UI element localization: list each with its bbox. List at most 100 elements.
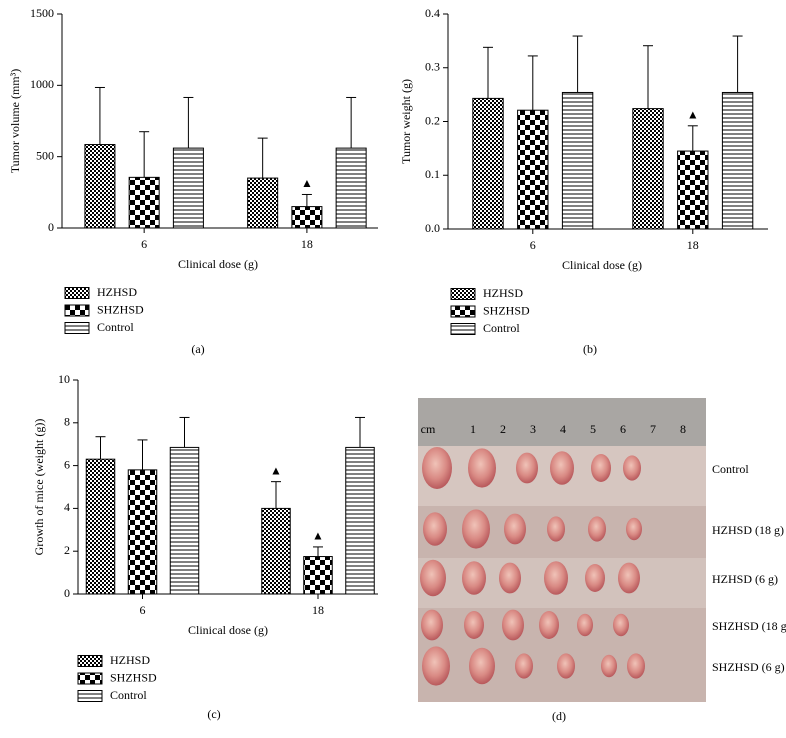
legend-label: SHZHSD [110,670,157,684]
legend-swatch [64,304,90,317]
y-tick-label: 0.2 [425,113,440,127]
bar [632,108,664,230]
tumor [539,611,559,639]
tumor [585,564,605,592]
y-tick-label: 8 [64,415,70,429]
row-label: Control [712,462,749,476]
x-axis-label: Clinical dose (g) [188,623,268,637]
row-label: HZHSD (18 g) [712,523,784,537]
tumor [420,559,446,597]
legend-swatch [77,672,103,685]
tumor [421,609,443,641]
y-axis-label: Tumor weight (g) [399,79,413,164]
y-axis-label: Tumor volume (mm³) [8,69,22,174]
legend-label: Control [97,320,134,334]
tumor [588,516,606,542]
ruler-label: cm [421,422,436,436]
bar [335,147,367,229]
legend-label: HZHSD [97,285,137,299]
ruler-label: 4 [560,422,566,436]
legend-label: Control [110,688,147,702]
tumor [516,452,538,484]
bar [291,206,323,229]
ruler-label: 5 [590,422,596,436]
x-axis-label: Clinical dose (g) [178,257,258,271]
legend-label: SHZHSD [483,303,530,317]
legend-label: HZHSD [110,653,150,667]
row-label: HZHSD (6 g) [712,572,778,586]
legend-swatch [450,288,476,300]
panel-label: (d) [552,709,566,723]
tumors [420,447,645,686]
y-tick-label: 6 [64,457,70,471]
tumor [502,609,524,641]
y-tick-label: 2 [64,543,70,557]
bar [303,556,333,595]
significance-marker: ▲ [301,176,313,190]
y-tick-label: 1000 [30,77,54,91]
panel-label: (a) [191,342,204,356]
tumor [626,517,642,541]
y-tick-label: 0.4 [425,6,440,20]
ruler-label: 7 [650,422,656,436]
tumor [601,654,617,678]
tumor [504,513,526,545]
ruler-label: 1 [470,422,476,436]
tumor [462,561,486,595]
bar [345,446,375,595]
y-axis-label: Growth of mice (weight (g)) [32,419,46,556]
legend-label: SHZHSD [97,302,144,316]
row-label: SHZHSD (6 g) [712,660,785,674]
bar [517,109,549,230]
tumor [468,448,496,488]
tumor [627,653,645,679]
x-tick-label: 6 [530,238,536,252]
tumor [499,562,521,594]
y-tick-label: 0 [48,220,54,234]
significance-marker: ▲ [687,108,699,122]
ruler-label: 2 [500,422,506,436]
significance-marker: ▲ [270,463,282,477]
bar [472,97,504,230]
bar [128,176,160,229]
tumor [469,647,495,685]
y-tick-label: 500 [36,148,54,162]
x-tick-label: 18 [312,603,324,617]
y-tick-label: 0.0 [425,221,440,235]
tumor [613,613,629,637]
tumor [515,653,533,679]
tumor [422,447,452,489]
legend-label: Control [483,321,520,335]
bar [85,458,116,595]
y-tick-label: 0 [64,586,70,600]
y-tick-label: 1500 [30,6,54,20]
tumor [618,562,640,594]
y-tick-label: 4 [64,500,70,514]
x-tick-label: 18 [301,237,313,251]
tumor [462,509,490,549]
ruler-label: 6 [620,422,626,436]
y-tick-label: 0.1 [425,167,440,181]
legend-swatch [450,323,476,335]
tumor [557,653,575,679]
tumor [591,454,611,482]
ruler [418,398,706,446]
legend-swatch [64,322,90,334]
legend-label: HZHSD [483,286,523,300]
tumor [577,613,593,637]
y-tick-label: 0.3 [425,60,440,74]
x-tick-label: 6 [140,603,146,617]
bar [84,144,116,229]
legend-swatch [77,690,103,702]
tumor [550,451,574,485]
panel-label: (c) [207,707,220,721]
ruler-label: 8 [680,422,686,436]
ruler-label: 3 [530,422,536,436]
tumor [547,516,565,542]
bar [247,177,279,229]
legend-swatch [64,287,90,299]
tumor [623,455,641,481]
y-tick-label: 10 [58,372,70,386]
tumor [423,512,447,546]
